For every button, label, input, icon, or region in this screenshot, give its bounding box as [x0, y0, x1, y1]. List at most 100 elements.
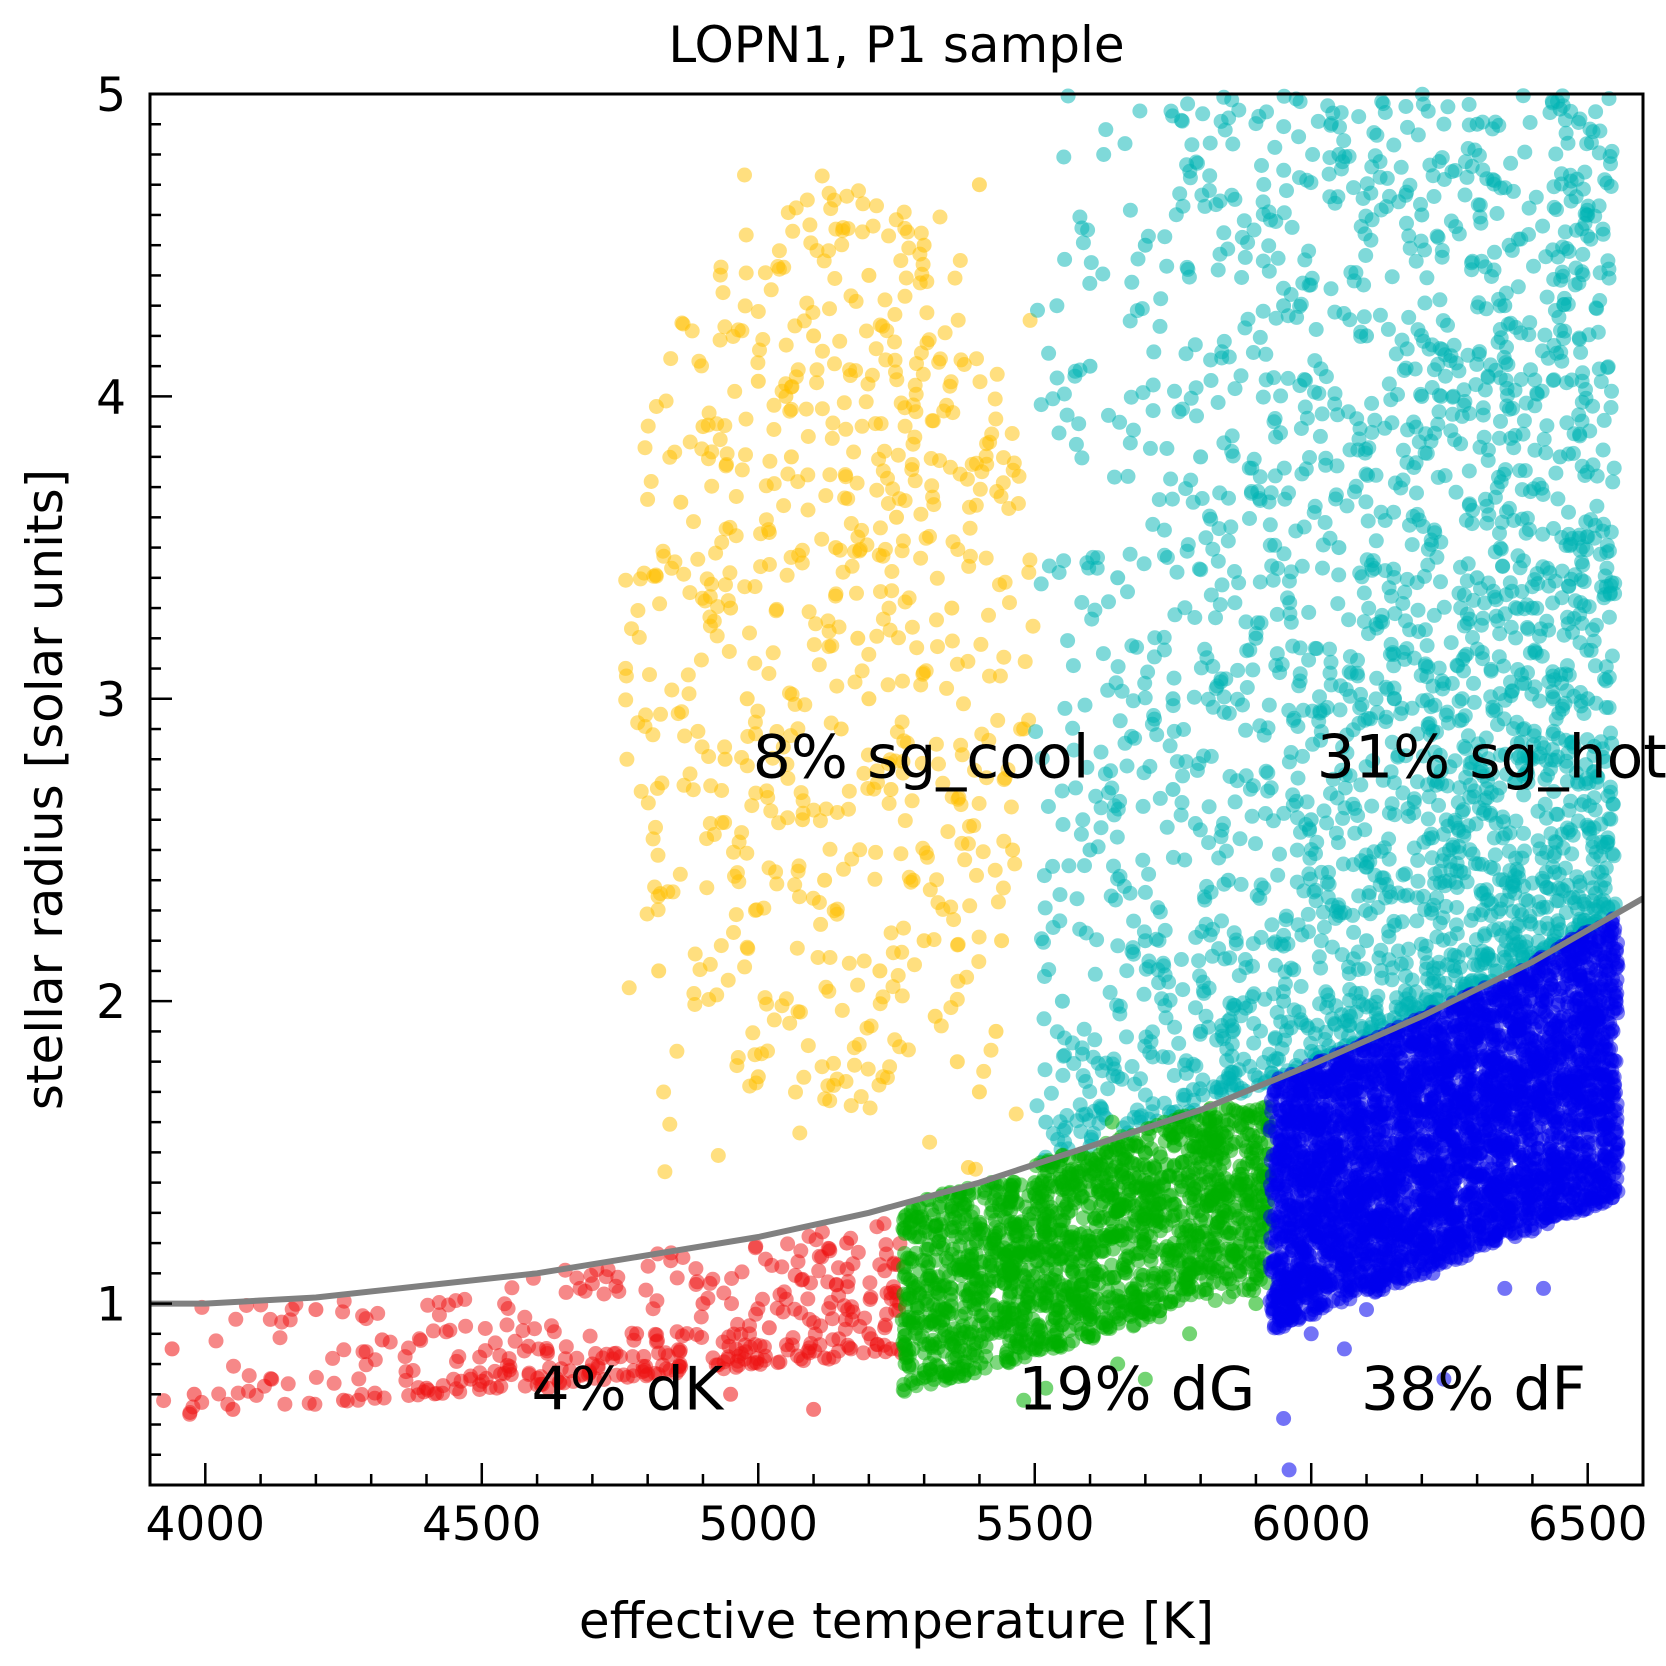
data-point — [1213, 674, 1229, 690]
data-point — [1066, 1056, 1082, 1071]
data-point — [648, 567, 664, 583]
data-point — [618, 572, 634, 588]
data-point — [1466, 675, 1481, 691]
data-point — [638, 707, 654, 723]
data-point — [1165, 698, 1181, 714]
data-point — [1477, 595, 1493, 611]
data-point — [1216, 689, 1232, 705]
data-point — [1429, 549, 1445, 565]
data-point — [1156, 958, 1172, 974]
data-point — [1211, 850, 1227, 866]
data-point — [1322, 641, 1337, 657]
data-point — [831, 619, 847, 635]
data-point — [1074, 595, 1090, 610]
data-point — [747, 655, 763, 671]
data-point — [1395, 867, 1411, 883]
data-point — [752, 342, 767, 358]
data-point — [1279, 183, 1294, 199]
data-point — [1502, 575, 1518, 591]
data-point — [624, 621, 639, 637]
data-point — [843, 1230, 859, 1246]
data-point — [1200, 1019, 1216, 1035]
data-point — [1328, 491, 1344, 507]
data-point — [1163, 103, 1179, 119]
data-point — [1248, 1102, 1264, 1118]
data-point — [919, 305, 935, 321]
data-point — [1413, 936, 1429, 952]
data-point — [1235, 1211, 1251, 1227]
data-point — [1057, 1134, 1073, 1150]
data-point — [499, 1317, 515, 1333]
data-point — [1126, 913, 1142, 929]
data-point — [1234, 270, 1250, 285]
data-point — [1052, 887, 1068, 903]
data-point — [1330, 596, 1346, 612]
data-point — [1082, 275, 1098, 291]
data-point — [929, 1276, 945, 1292]
data-point — [1501, 843, 1517, 859]
data-point — [808, 616, 824, 632]
data-point — [787, 318, 803, 334]
data-point — [950, 973, 966, 989]
data-point — [1399, 215, 1414, 231]
data-point — [650, 902, 666, 918]
data-point — [583, 1267, 599, 1283]
data-point — [748, 1075, 764, 1091]
data-point — [220, 1396, 236, 1412]
data-point — [502, 1359, 518, 1375]
data-point — [1490, 613, 1506, 629]
data-point — [712, 332, 728, 348]
data-point — [1585, 851, 1601, 867]
data-point — [1437, 368, 1453, 384]
data-point — [909, 640, 925, 656]
data-point — [694, 1330, 710, 1345]
data-point — [803, 235, 819, 251]
data-point — [1559, 683, 1575, 699]
data-point — [1051, 425, 1067, 441]
data-point — [1409, 485, 1424, 501]
data-point — [1341, 1005, 1357, 1021]
data-point — [1187, 816, 1203, 831]
data-point — [950, 542, 966, 557]
data-point — [1311, 949, 1327, 965]
data-point — [1210, 395, 1226, 410]
data-point — [1387, 917, 1403, 933]
data-point — [1432, 915, 1448, 931]
data-point — [839, 188, 855, 204]
data-point — [1041, 962, 1057, 978]
data-point — [800, 502, 816, 518]
data-point — [992, 668, 1008, 684]
data-point — [937, 325, 953, 341]
data-point — [1572, 606, 1588, 622]
data-point — [766, 1012, 782, 1028]
data-point — [798, 401, 814, 417]
data-point — [869, 482, 885, 498]
data-point — [901, 1359, 917, 1375]
data-point — [673, 494, 689, 510]
data-point — [682, 766, 698, 782]
data-point — [1361, 600, 1377, 616]
data-point — [1396, 363, 1412, 378]
data-point — [1564, 372, 1580, 388]
data-point — [868, 844, 884, 860]
data-point — [1239, 643, 1255, 659]
data-point — [1580, 529, 1596, 545]
data-point — [1434, 243, 1450, 258]
data-point — [1399, 341, 1415, 357]
data-point — [1292, 666, 1308, 682]
data-point — [1069, 1178, 1085, 1194]
data-point — [1503, 619, 1519, 635]
data-point — [256, 1378, 272, 1394]
data-point — [1426, 189, 1442, 204]
data-point — [1140, 664, 1156, 680]
data-point — [765, 645, 781, 661]
data-point — [1167, 383, 1182, 399]
data-point — [640, 491, 656, 507]
data-point — [809, 375, 825, 391]
data-point — [1491, 649, 1507, 665]
data-point — [1125, 693, 1141, 709]
data-point — [822, 841, 838, 857]
data-point — [1203, 373, 1219, 388]
data-point — [1368, 467, 1384, 483]
data-point — [987, 862, 1003, 878]
